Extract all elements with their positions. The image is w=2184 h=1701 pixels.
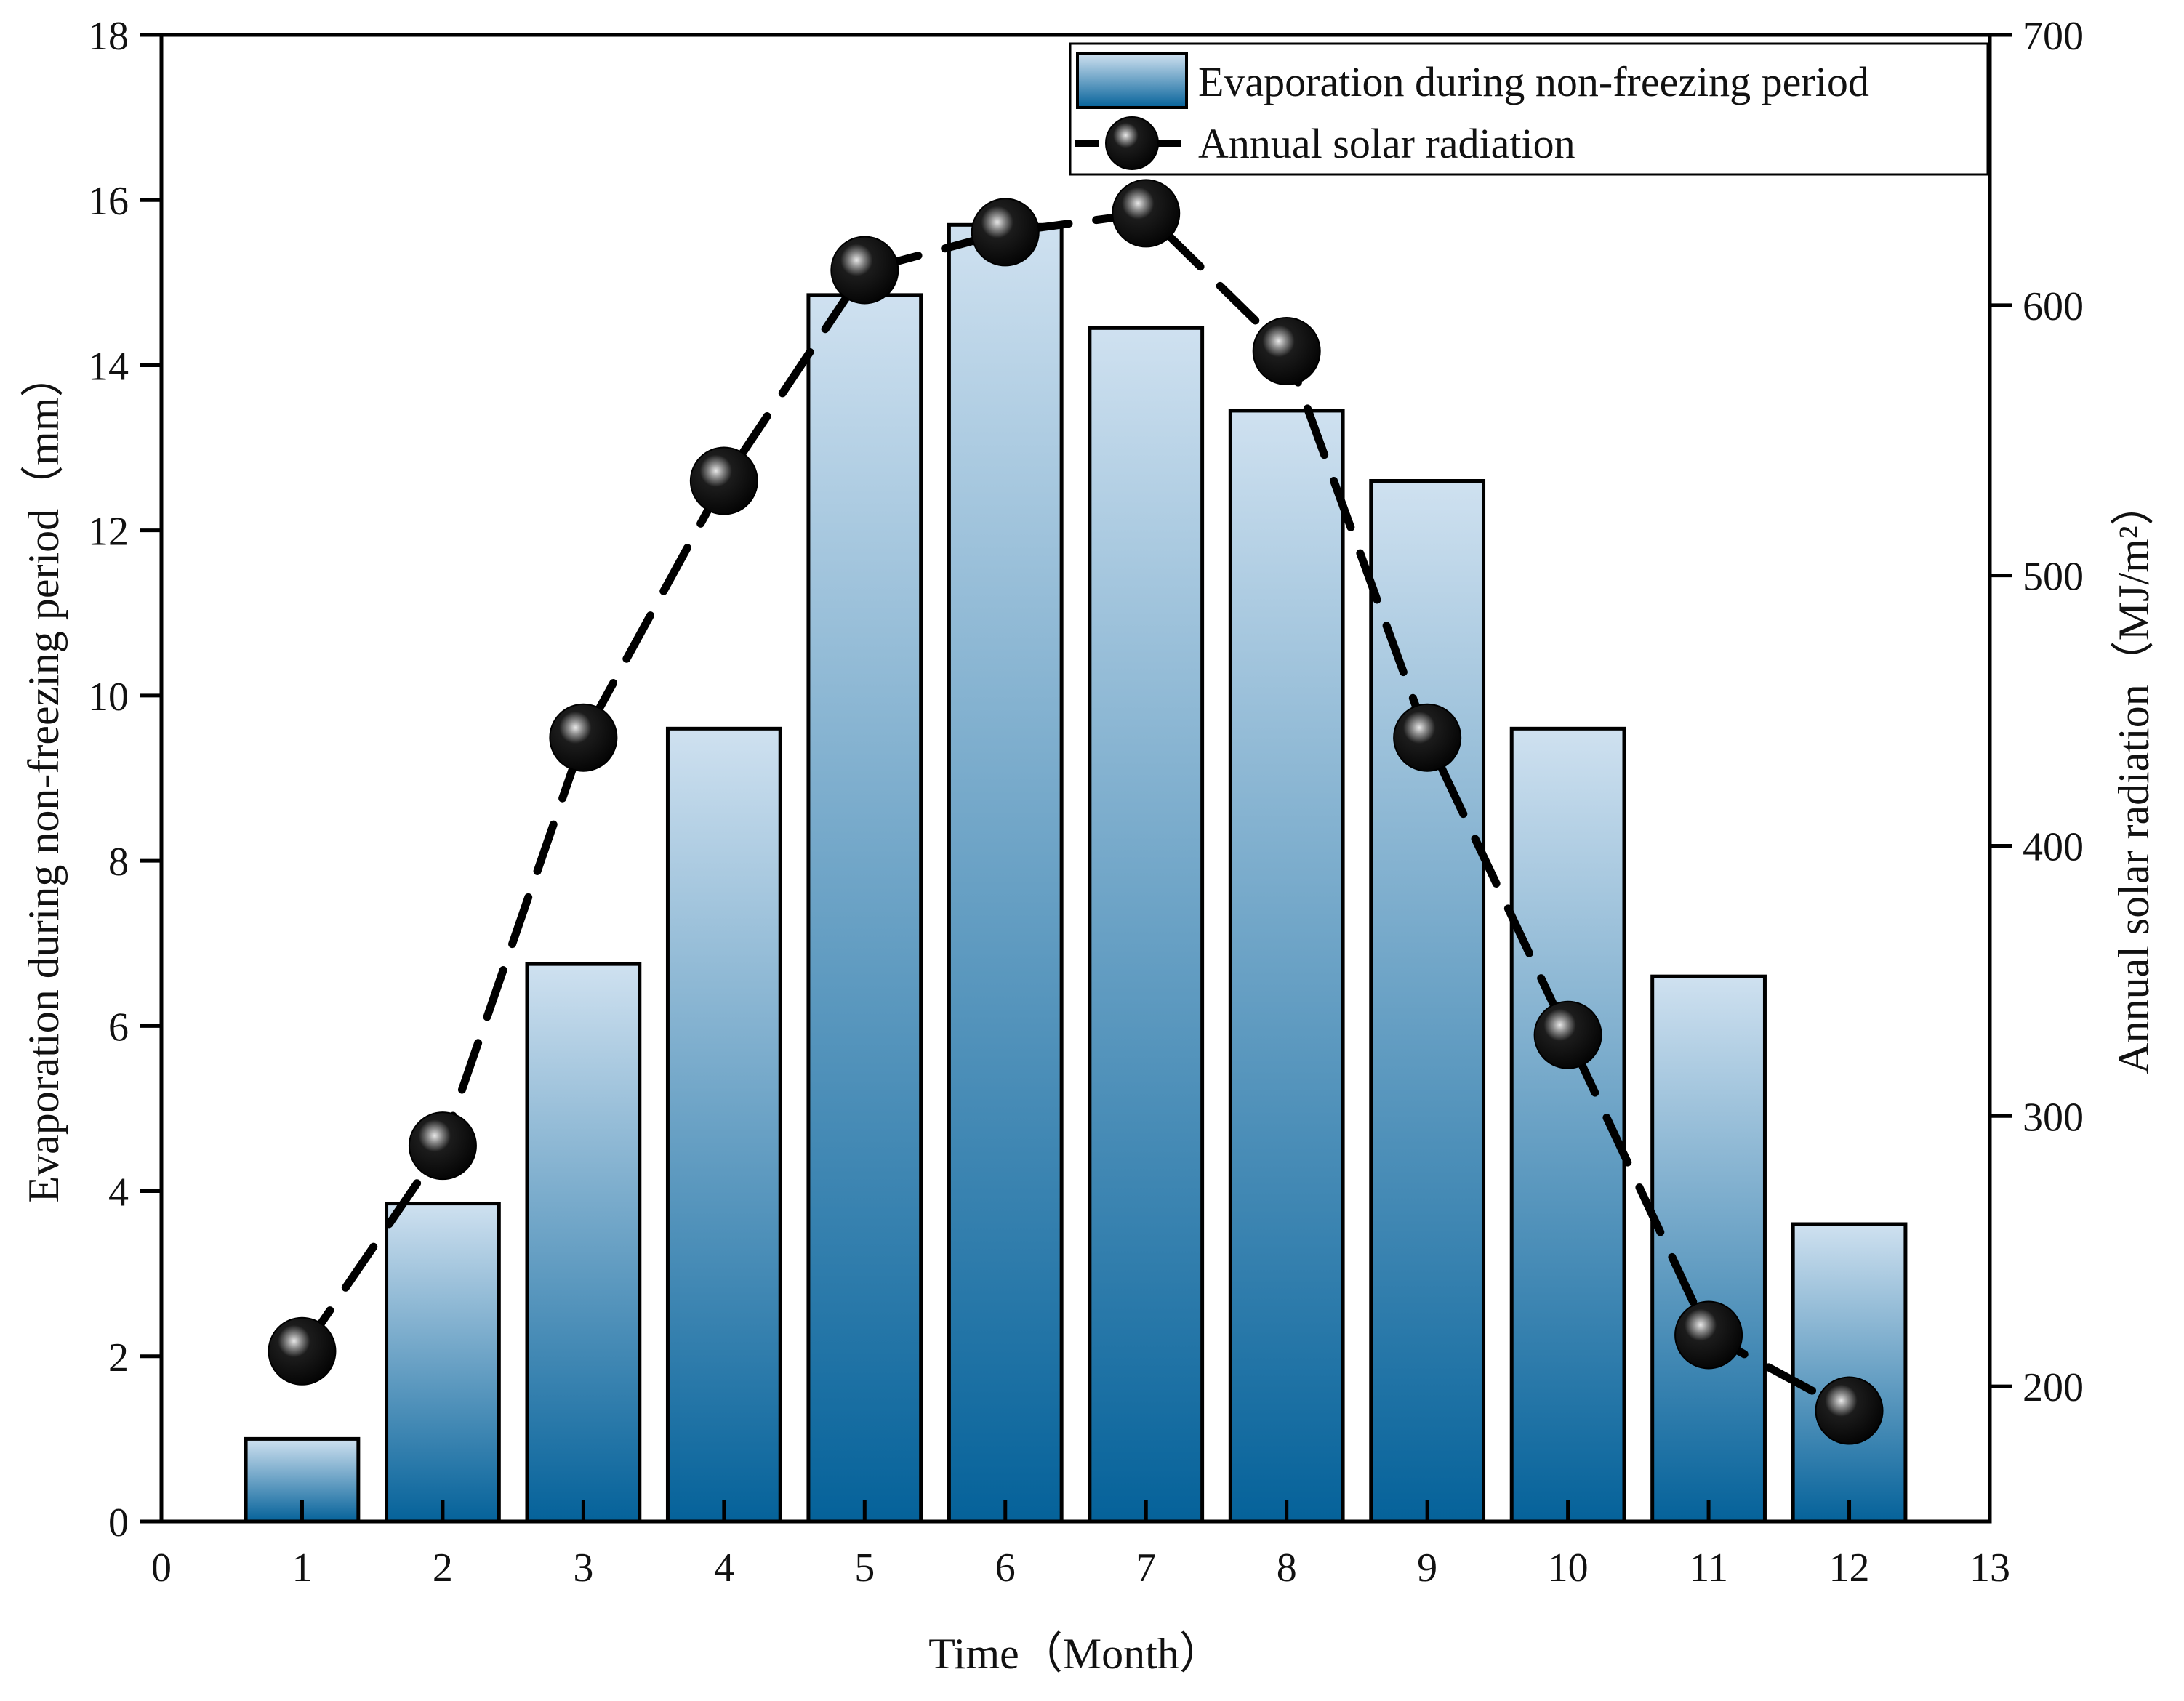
y-left-tick-label: 18 — [88, 14, 129, 59]
y-left-tick-label: 14 — [88, 344, 129, 389]
y-left-tick-label: 8 — [108, 840, 129, 885]
bar-month-7 — [1088, 326, 1205, 1524]
plot-frame — [159, 33, 1992, 1524]
x-tick-label: 10 — [1548, 1545, 1589, 1591]
x-tick-label: 3 — [573, 1545, 593, 1591]
bar-month-2 — [385, 1202, 501, 1524]
bar-month-11 — [1650, 974, 1767, 1524]
y-right-tick-label: 400 — [2023, 824, 2084, 869]
y-right-axis-title: Annual solar radiation（MJ/m²） — [2110, 482, 2158, 1074]
y-right-tick-label: 500 — [2023, 555, 2084, 600]
radiation-point-month-8 — [1252, 317, 1321, 386]
x-tick-label: 6 — [995, 1545, 1016, 1591]
radiation-point-month-3 — [549, 703, 618, 772]
y-right-tick-label: 300 — [2023, 1095, 2084, 1140]
x-tick-label: 13 — [1970, 1545, 2010, 1591]
axes-layer: 0 1 2 3 4 5 6 7 8 9 10 11 12 130246810121416182003004… — [20, 14, 2158, 1678]
y-left-tick-label: 10 — [88, 675, 129, 720]
radiation-point-month-7 — [1112, 179, 1181, 248]
radiation-point-month-10 — [1533, 1000, 1602, 1069]
bar-month-10 — [1509, 726, 1626, 1524]
radiation-point-month-11 — [1674, 1300, 1743, 1370]
y-left-tick-label: 0 — [108, 1500, 129, 1545]
bar-month-12 — [1791, 1222, 1908, 1524]
bar-month-3 — [525, 962, 642, 1524]
x-tick-label: 0 — [151, 1545, 172, 1591]
x-tick-label: 5 — [854, 1545, 875, 1591]
legend-label-evaporation: Evaporation during non-freezing period — [1198, 58, 1869, 105]
legend: Evaporation during non-freezing period An… — [1069, 42, 1989, 176]
radiation-point-month-6 — [971, 198, 1040, 267]
x-tick-label: 2 — [433, 1545, 453, 1591]
x-tick-label: 4 — [714, 1545, 734, 1591]
bars-layer — [244, 222, 1908, 1524]
radiation-point-month-12 — [1815, 1376, 1884, 1445]
x-axis-title: Time（Month） — [928, 1630, 1223, 1678]
bar-month-5 — [806, 293, 923, 1524]
radiation-point-month-2 — [408, 1111, 477, 1181]
x-tick-label: 12 — [1829, 1545, 1870, 1591]
bar-month-9 — [1369, 479, 1486, 1524]
y-left-tick-label: 12 — [88, 510, 129, 555]
legend-marker-swatch — [1105, 116, 1159, 170]
y-left-tick-label: 4 — [108, 1170, 129, 1215]
legend-box — [1069, 42, 1989, 176]
y-left-tick-label: 2 — [108, 1335, 129, 1380]
x-tick-label: 7 — [1136, 1545, 1156, 1591]
x-tick-label: 1 — [292, 1545, 312, 1591]
y-right-tick-label: 700 — [2023, 14, 2084, 59]
y-left-tick-label: 6 — [108, 1005, 129, 1050]
x-tick-label: 9 — [1417, 1545, 1437, 1591]
y-left-tick-label: 16 — [88, 179, 129, 224]
y-right-tick-label: 600 — [2023, 284, 2084, 329]
radiation-point-month-4 — [689, 446, 758, 515]
line-layer — [268, 179, 1884, 1445]
radiation-point-month-5 — [830, 236, 899, 305]
y-left-axis-title: Evaporation during non-freezing period（m… — [20, 353, 68, 1202]
x-tick-label: 11 — [1689, 1545, 1728, 1591]
legend-label-radiation: Annual solar radiation — [1198, 120, 1575, 167]
radiation-point-month-1 — [268, 1316, 337, 1386]
radiation-point-month-9 — [1393, 703, 1462, 772]
legend-bar-swatch — [1076, 52, 1188, 109]
y-right-tick-label: 200 — [2023, 1365, 2084, 1410]
x-tick-label: 8 — [1277, 1545, 1297, 1591]
bar-month-4 — [665, 726, 782, 1524]
radiation-line — [297, 209, 1854, 1415]
bar-month-6 — [947, 222, 1064, 1524]
bar-month-8 — [1228, 409, 1345, 1524]
